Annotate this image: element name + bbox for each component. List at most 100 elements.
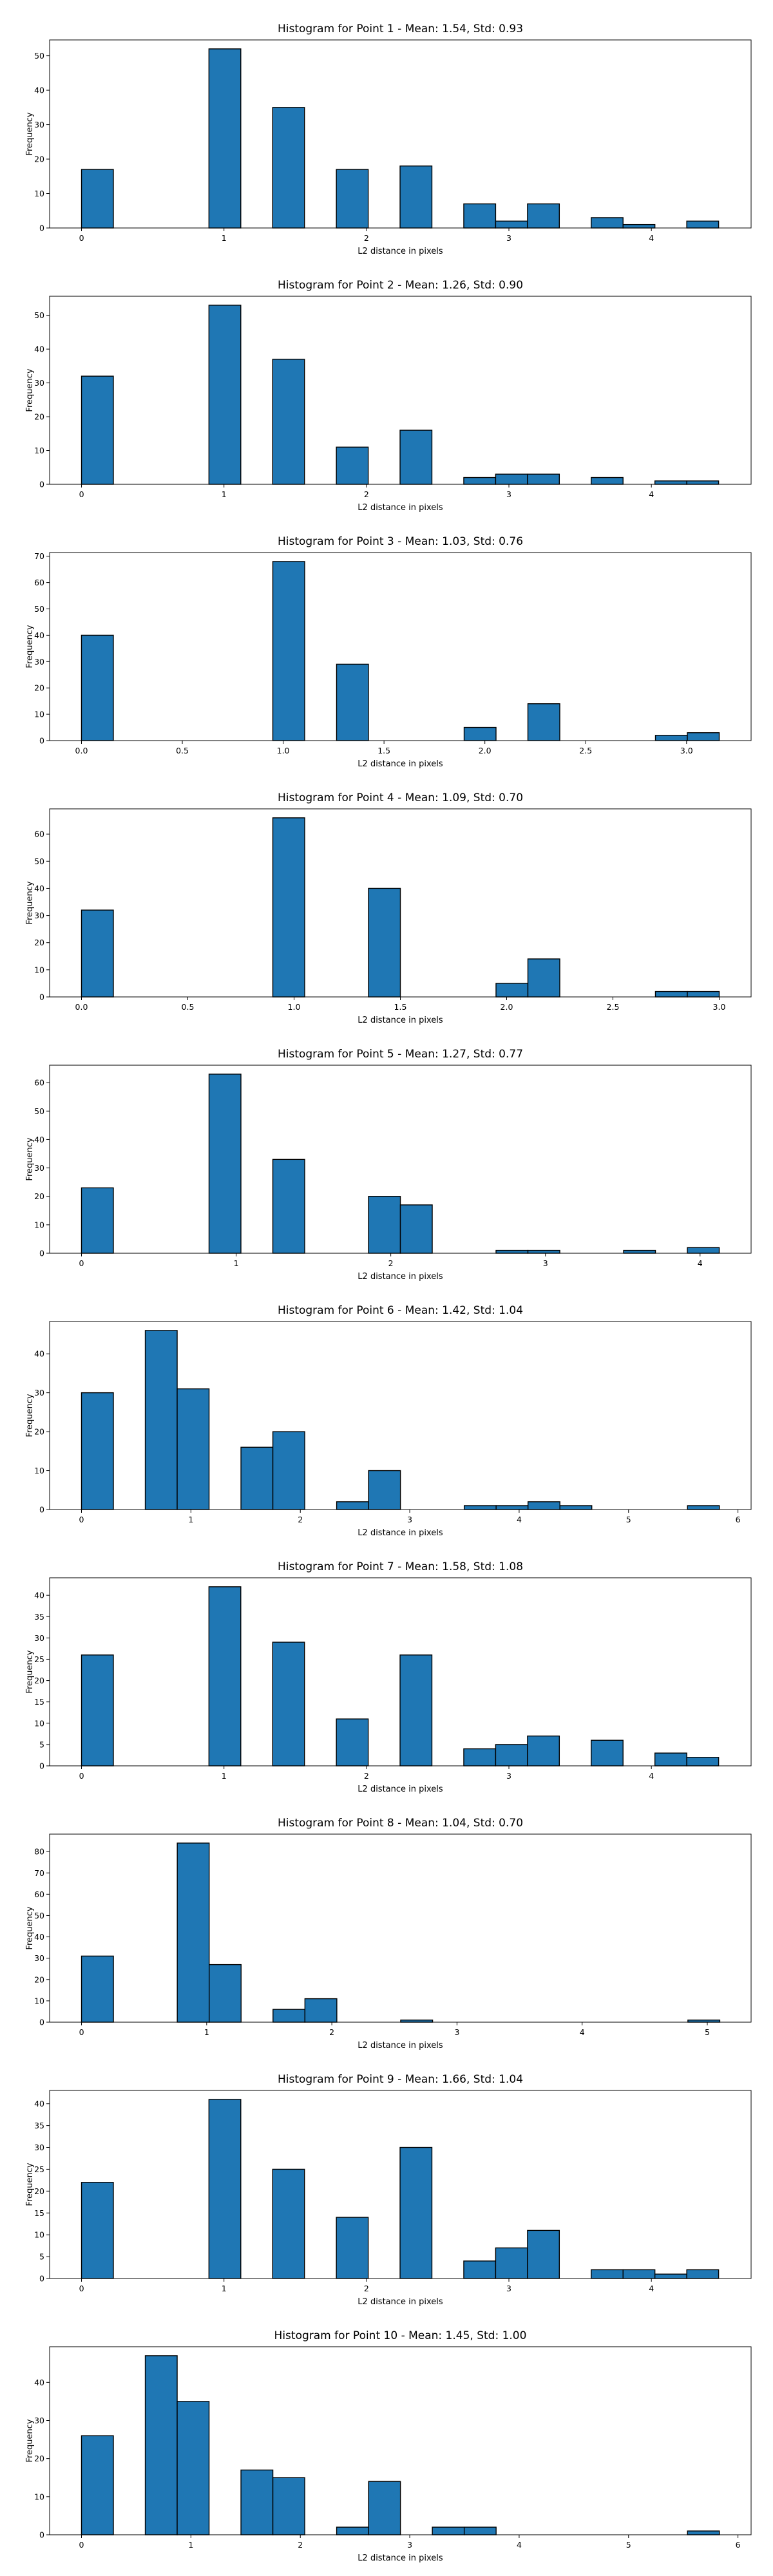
histogram-bar [687, 732, 720, 741]
histogram-bar [177, 1388, 210, 1510]
axes-frame [49, 2346, 752, 2535]
chart-panel-5: Histogram for Point 5 - Mean: 1.27, Std:… [25, 1048, 752, 1282]
histogram-bar [527, 203, 560, 229]
chart-title: Histogram for Point 9 - Mean: 1.66, Std:… [278, 2073, 523, 2086]
x-tick-label: 0.0 [75, 746, 88, 755]
x-tick-label: 4 [580, 2027, 585, 2037]
histogram-bar [654, 2273, 687, 2279]
histogram-bar [336, 169, 369, 229]
x-tick-label: 5 [705, 2027, 710, 2037]
histogram-bar [208, 1586, 242, 1766]
x-tick-label: 1 [222, 2284, 227, 2293]
y-tick-label: 20 [34, 412, 44, 422]
y-tick-label: 40 [34, 1591, 44, 1600]
histogram-bar [495, 220, 528, 229]
x-axis-label: L2 distance in pixels [358, 2297, 443, 2307]
y-tick-label: 20 [34, 1191, 44, 1201]
x-tick-label: 0.0 [75, 1002, 88, 1012]
histogram-bar [208, 305, 242, 485]
y-tick-label: 20 [34, 155, 44, 164]
y-tick-label: 50 [34, 51, 44, 61]
y-tick-label: 40 [34, 2099, 44, 2108]
y-tick-label: 50 [34, 310, 44, 320]
x-axis-label: L2 distance in pixels [358, 1272, 443, 1282]
x-tick-label: 2 [298, 2540, 303, 2550]
histogram-bar [463, 1505, 497, 1510]
y-tick-label: 0 [39, 223, 44, 233]
y-tick-label: 30 [34, 378, 44, 388]
y-tick-label: 40 [34, 1932, 44, 1942]
x-axis-label: L2 distance in pixels [358, 1785, 443, 1794]
chart-title: Histogram for Point 3 - Mean: 1.03, Std:… [278, 535, 523, 548]
histogram-bar [495, 1744, 528, 1766]
y-tick-label: 30 [34, 120, 44, 129]
histogram-bar [336, 1501, 369, 1510]
chart-panel-3: Histogram for Point 3 - Mean: 1.03, Std:… [25, 535, 752, 769]
histogram-bar [686, 1757, 720, 1766]
x-tick-label: 3 [407, 2540, 412, 2550]
histogram-bar [336, 2526, 369, 2535]
axes-frame [49, 39, 752, 229]
histogram-bar [687, 1247, 720, 1254]
histogram-bar [336, 1718, 369, 1766]
y-tick-label: 0 [39, 1505, 44, 1515]
axes-frame [49, 1321, 752, 1510]
histogram-bar [368, 1196, 401, 1254]
x-tick-label: 3 [407, 1515, 412, 1524]
y-tick-label: 10 [34, 189, 44, 198]
x-axis-label: L2 distance in pixels [358, 1016, 443, 1025]
y-tick-label: 40 [34, 1349, 44, 1359]
y-tick-label: 50 [34, 1106, 44, 1116]
x-tick-label: 1.0 [288, 1002, 301, 1012]
x-tick-label: 1 [188, 2540, 193, 2550]
x-tick-label: 3 [506, 489, 511, 499]
y-tick-label: 20 [34, 2454, 44, 2463]
y-tick-label: 80 [34, 1847, 44, 1857]
chart-title: Histogram for Point 4 - Mean: 1.09, Std:… [278, 791, 523, 804]
histogram-bar [432, 2526, 465, 2535]
histogram-bar [687, 990, 720, 998]
y-axis-label: Frequency [25, 1394, 35, 1437]
y-tick-label: 0 [39, 2018, 44, 2027]
y-axis-label: Frequency [25, 881, 35, 924]
histogram-bar [81, 1187, 114, 1254]
histogram-bar [336, 2217, 369, 2279]
x-tick-label: 0 [79, 1258, 84, 1268]
histogram-bar [81, 375, 114, 485]
histogram-bar [272, 2168, 305, 2279]
y-tick-label: 30 [34, 2143, 44, 2152]
histogram-bar [527, 473, 560, 485]
histogram-bar [399, 430, 433, 485]
y-tick-label: 15 [34, 1697, 44, 1707]
histogram-bar [336, 446, 369, 485]
chart-title: Histogram for Point 5 - Mean: 1.27, Std:… [278, 1048, 523, 1061]
x-tick-label: 2 [364, 2284, 369, 2293]
y-tick-label: 20 [34, 2186, 44, 2196]
histogram-bar [463, 726, 497, 741]
y-tick-label: 0 [39, 736, 44, 746]
y-tick-label: 20 [34, 683, 44, 693]
histogram-bar [272, 561, 305, 741]
x-tick-label: 2.5 [579, 746, 592, 755]
x-tick-label: 0 [79, 2540, 84, 2550]
y-tick-label: 30 [34, 911, 44, 920]
histogram-bar [591, 217, 624, 229]
x-tick-label: 0.5 [182, 1002, 195, 1012]
histogram-bar [495, 1505, 529, 1510]
chart-panel-9: Histogram for Point 9 - Mean: 1.66, Std:… [25, 2073, 752, 2307]
y-tick-label: 40 [34, 2378, 44, 2387]
axes-frame [49, 552, 752, 741]
y-tick-label: 10 [34, 965, 44, 974]
histogram-bar [144, 1330, 178, 1510]
x-tick-label: 4 [649, 2284, 654, 2293]
y-tick-label: 0 [39, 480, 44, 489]
histogram-bar [527, 703, 560, 741]
y-tick-label: 30 [34, 1163, 44, 1173]
x-tick-label: 1.0 [277, 746, 290, 755]
histogram-bar [591, 477, 624, 485]
x-tick-label: 2.5 [607, 1002, 620, 1012]
histogram-bar [623, 1249, 656, 1254]
y-tick-label: 20 [34, 1676, 44, 1685]
y-tick-label: 50 [34, 604, 44, 614]
x-axis-label: L2 distance in pixels [358, 2041, 443, 2050]
